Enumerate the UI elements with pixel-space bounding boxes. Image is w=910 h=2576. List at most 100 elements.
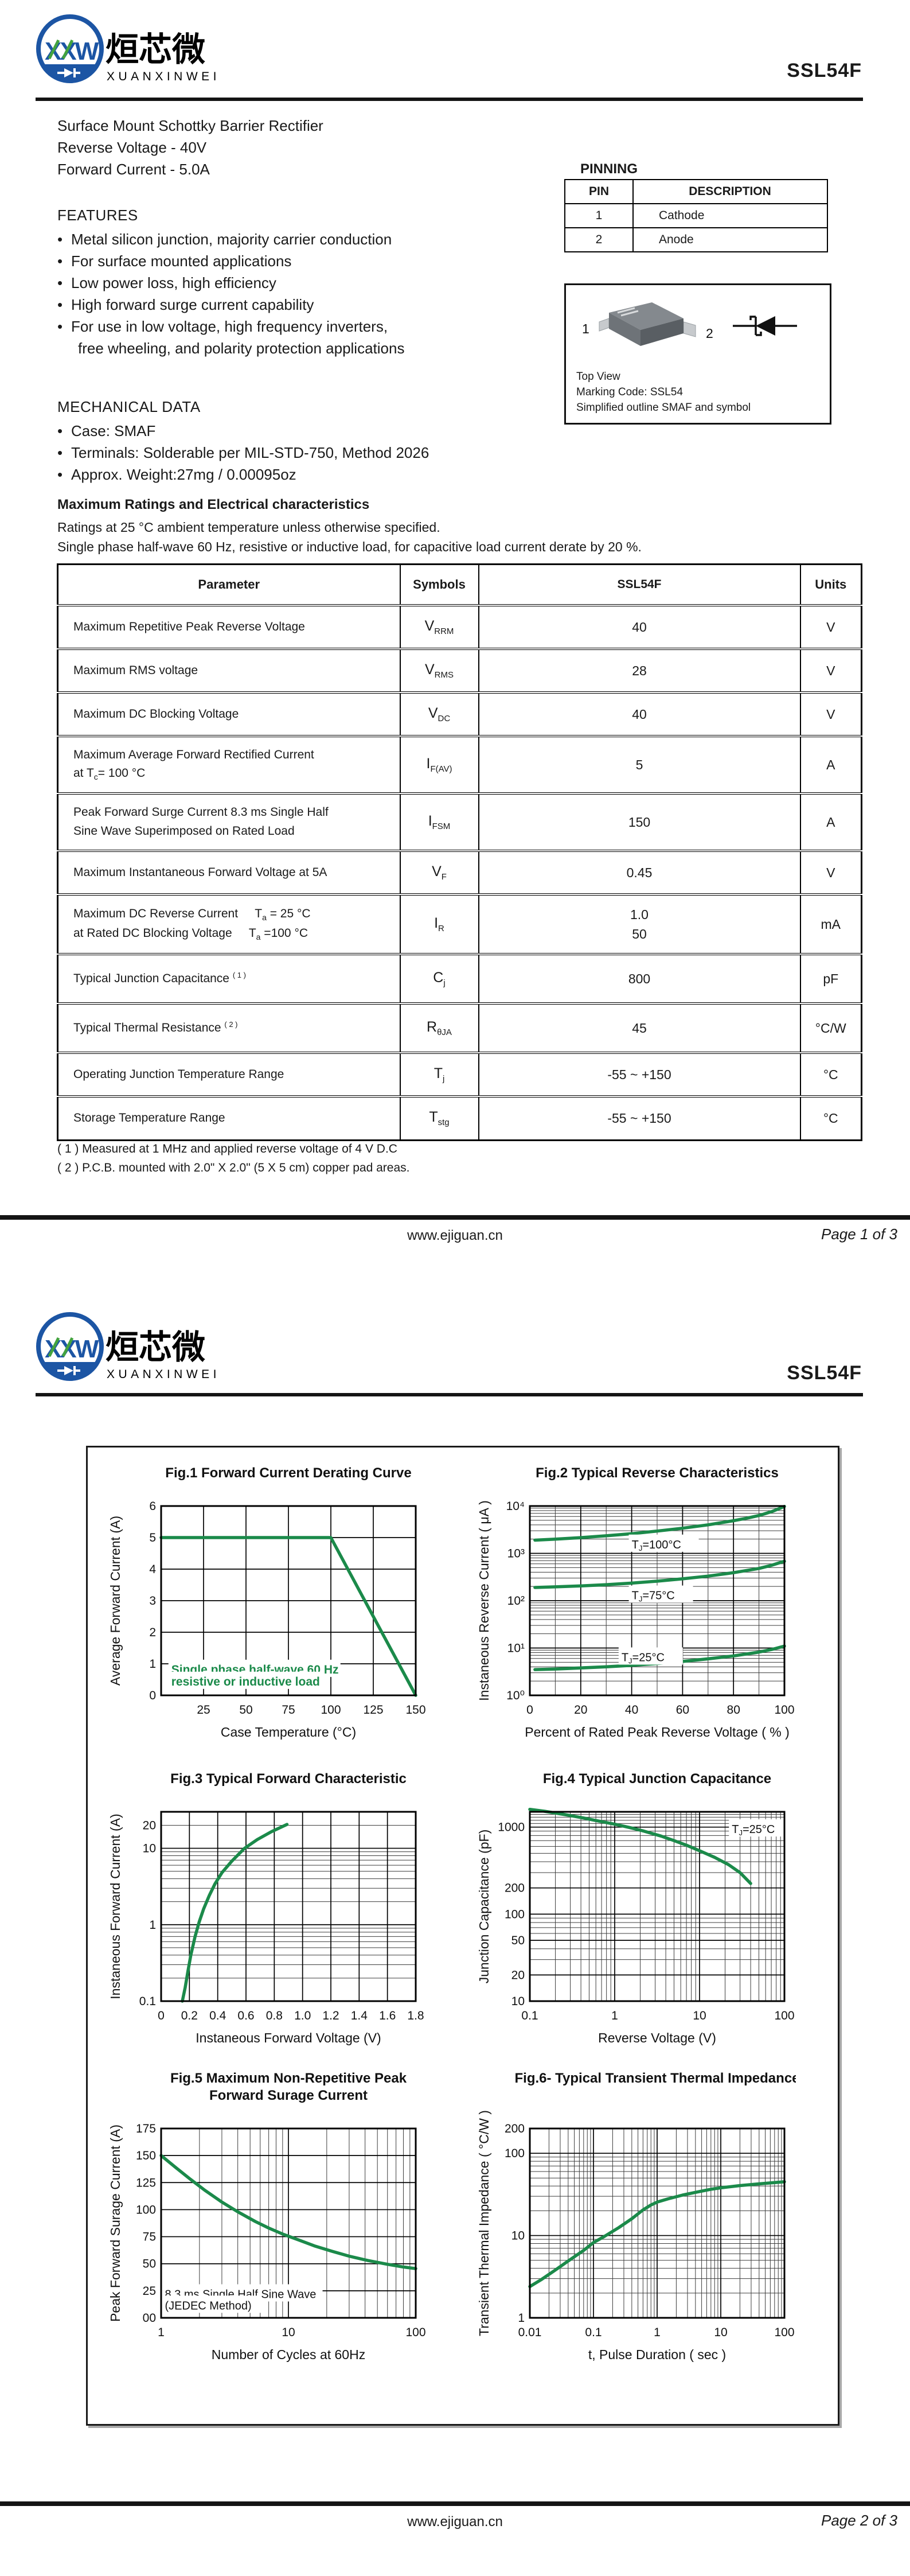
x-tick-label: 125 bbox=[363, 1703, 383, 1717]
pin-number-cell: 2 bbox=[564, 227, 634, 252]
series-curve bbox=[159, 1536, 417, 1697]
chart-title: Fig.2 Typical Reverse Characteristics bbox=[536, 1465, 779, 1481]
x-tick-label: 0 bbox=[158, 2009, 165, 2022]
x-tick-label: 80 bbox=[727, 1703, 740, 1717]
table-row: Maximum Repetitive Peak Reverse Voltage V… bbox=[57, 604, 862, 649]
cell-symbol: Tj bbox=[399, 1052, 479, 1097]
pinning-row: 1 Cathode bbox=[564, 203, 828, 228]
y-tick-label: 10 bbox=[511, 2229, 525, 2243]
x-tick-label: 0.2 bbox=[181, 2009, 198, 2022]
y-tick-label: 20 bbox=[143, 1819, 156, 1832]
cell-symbol: VDC bbox=[399, 691, 479, 737]
cell-unit: V bbox=[799, 604, 862, 649]
chart-annotation: TJ=75°C bbox=[632, 1590, 675, 1604]
x-tick-label: 60 bbox=[676, 1703, 689, 1717]
mech-item: • Approx. Weight:27mg / 0.00095oz bbox=[57, 464, 429, 485]
y-axis-label: Average Forward Current (A) bbox=[108, 1516, 123, 1686]
table-row: Maximum Average Forward Rectified Curren… bbox=[57, 735, 862, 794]
cell-param: Maximum RMS voltage bbox=[57, 648, 401, 693]
ratings-section-title: Maximum Ratings and Electrical character… bbox=[57, 497, 370, 512]
y-tick-label: 1 bbox=[518, 2312, 525, 2325]
package-caption-line: Simplified outline SMAF and symbol bbox=[576, 402, 751, 414]
ratings-header-row: Parameter Symbols SSL54F Units bbox=[57, 563, 862, 606]
x-axis-label: Number of Cycles at 60Hz bbox=[212, 2347, 365, 2362]
x-tick-label: 100 bbox=[774, 2009, 794, 2022]
y-tick-label: 200 bbox=[505, 1882, 525, 1895]
y-axis-label: Peak Forward Surage Current (A) bbox=[108, 2124, 123, 2322]
cell-param: Typical Thermal Resistance ( 2 ) bbox=[57, 1002, 401, 1053]
y-tick-label: 2 bbox=[149, 1626, 156, 1639]
schottky-diode-symbol-icon bbox=[733, 316, 797, 336]
table-row: Maximum Instantaneous Forward Voltage at… bbox=[57, 850, 862, 895]
features-title: FEATURES bbox=[57, 207, 138, 224]
cell-unit: mA bbox=[799, 893, 862, 955]
feature-item: free wheeling, and polarity protection a… bbox=[57, 337, 404, 359]
y-tick-label: 10² bbox=[507, 1594, 525, 1608]
footer-website-page1: www.ejiguan.cn bbox=[407, 1228, 503, 1243]
bullet-mark: • bbox=[57, 274, 63, 291]
part-number-page1: SSL54F bbox=[787, 60, 862, 81]
fig4-typical-junction-capacitance-svg: Fig.4 Typical Junction Capacitance TJ=25°… bbox=[477, 1771, 795, 2045]
pin1-label: 1 bbox=[582, 321, 589, 336]
fig2-typical-reverse-characteristics-chart: Fig.2 Typical Reverse Characteristics TJ=… bbox=[475, 1460, 802, 1770]
y-tick-label: 200 bbox=[505, 2122, 525, 2135]
y-tick-label: 3 bbox=[149, 1594, 156, 1608]
chart-annotation: TJ=25°C bbox=[622, 1651, 665, 1665]
table-row: Typical Junction Capacitance ( 1 ) Cj 800 p… bbox=[57, 953, 862, 1004]
brand-logo-page1: XXW 烜芯微 XUANXINWEI bbox=[36, 13, 299, 96]
chart-annotation: TJ=100°C bbox=[632, 1539, 681, 1552]
y-tick-label: 50 bbox=[511, 1934, 525, 1947]
x-tick-label: 100 bbox=[774, 1703, 794, 1717]
cell-value: 40 bbox=[478, 691, 801, 737]
table-row: Peak Forward Surge Current 8.3 ms Single… bbox=[57, 792, 862, 851]
y-tick-label: 50 bbox=[143, 2258, 156, 2271]
cell-param: Maximum DC Blocking Voltage bbox=[57, 691, 401, 737]
feature-text: For use in low voltage, high frequency i… bbox=[71, 318, 388, 335]
chart-title: Fig.1 Forward Current Derating Curve bbox=[165, 1465, 411, 1481]
y-tick-label: 10¹ bbox=[507, 1642, 525, 1655]
table-row: Operating Junction Temperature Range Tj -5… bbox=[57, 1052, 862, 1097]
y-tick-label: 6 bbox=[149, 1500, 156, 1513]
y-tick-label: 150 bbox=[136, 2149, 156, 2162]
ratings-condition-line: Ratings at 25 °C ambient temperature unl… bbox=[57, 520, 440, 535]
chart-title: Fig.4 Typical Junction Capacitance bbox=[543, 1771, 771, 1787]
pin-description-cell: Anode bbox=[632, 227, 828, 252]
part-number-page2: SSL54F bbox=[787, 1362, 862, 1384]
pinning-title: PINNING bbox=[580, 161, 638, 177]
x-tick-label: 1.2 bbox=[322, 2009, 339, 2022]
chart-title: Fig.6- Typical Transient Thermal Impedan… bbox=[514, 2071, 796, 2086]
bullet-mark: • bbox=[57, 444, 63, 461]
feature-text: Metal silicon junction, majority carrier… bbox=[71, 231, 392, 248]
fig1-forward-current-derating-chart: Fig.1 Forward Current Derating Curve Sing… bbox=[106, 1460, 433, 1770]
chart-annotation: resistive or inductive load bbox=[171, 1675, 320, 1688]
pin-number-cell: 1 bbox=[564, 203, 634, 228]
bullet-mark: • bbox=[57, 252, 63, 270]
brand-name-en: XUANXINWEI bbox=[107, 70, 220, 83]
fig1-forward-current-derating-curve-svg: Fig.1 Forward Current Derating CurveSing… bbox=[108, 1465, 426, 1740]
feature-item: • Metal silicon junction, majority carrie… bbox=[57, 228, 404, 250]
x-tick-label: 1.4 bbox=[351, 2009, 368, 2022]
table-row: Typical Thermal Resistance ( 2 ) RθJA 45 °C… bbox=[57, 1002, 862, 1053]
y-tick-label: 125 bbox=[136, 2176, 156, 2189]
cell-unit: A bbox=[799, 735, 862, 794]
x-tick-label: 75 bbox=[282, 1703, 295, 1717]
feature-text: For surface mounted applications bbox=[71, 252, 292, 270]
y-axis-label: Instaneous Reverse Current ( μA ) bbox=[477, 1500, 491, 1701]
y-tick-label: 0.1 bbox=[139, 1995, 156, 2008]
y-axis-label: Junction Capacitance (pF) bbox=[477, 1830, 491, 1983]
cell-unit: °C bbox=[799, 1052, 862, 1097]
x-tick-label: 0.1 bbox=[585, 2326, 602, 2339]
pin-column-header: PIN bbox=[564, 179, 634, 204]
features-list: • Metal silicon junction, majority carrie… bbox=[57, 228, 404, 359]
fig3-typical-forward-characteristic-svg: Fig.3 Typical Forward Characteristic 0 0.2… bbox=[108, 1771, 424, 2045]
x-tick-label: 1.8 bbox=[407, 2009, 424, 2022]
x-tick-label: 0.6 bbox=[237, 2009, 254, 2022]
x-tick-label: 0.1 bbox=[521, 2009, 538, 2022]
mech-text: Case: SMAF bbox=[71, 422, 156, 439]
series-curve bbox=[533, 1504, 786, 1542]
cell-value: 1.0 50 bbox=[478, 893, 801, 955]
cell-value: 800 bbox=[478, 953, 801, 1004]
